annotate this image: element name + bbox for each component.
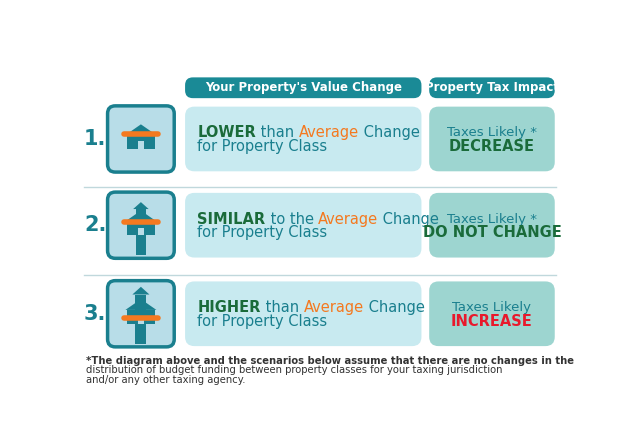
Text: Taxes Likely *: Taxes Likely *	[447, 126, 537, 139]
Text: Your Property's Value Change: Your Property's Value Change	[205, 81, 402, 94]
Text: Average: Average	[318, 212, 378, 226]
Polygon shape	[126, 124, 156, 135]
FancyBboxPatch shape	[185, 193, 421, 258]
Text: for Property Class: for Property Class	[198, 226, 328, 240]
Text: SIMILAR: SIMILAR	[198, 212, 266, 226]
FancyBboxPatch shape	[107, 192, 174, 259]
FancyBboxPatch shape	[138, 227, 144, 235]
FancyBboxPatch shape	[107, 281, 174, 347]
FancyBboxPatch shape	[127, 310, 155, 324]
Polygon shape	[126, 299, 156, 310]
FancyBboxPatch shape	[429, 281, 555, 346]
Text: DECREASE: DECREASE	[449, 139, 535, 154]
FancyBboxPatch shape	[185, 281, 421, 346]
FancyBboxPatch shape	[429, 78, 555, 98]
Text: Average: Average	[304, 300, 364, 315]
Text: Change: Change	[364, 300, 424, 315]
Text: Taxes Likely *: Taxes Likely *	[447, 213, 537, 226]
Text: than: than	[256, 125, 299, 140]
Text: Change: Change	[359, 125, 420, 140]
Text: Taxes Likely: Taxes Likely	[452, 301, 531, 314]
FancyBboxPatch shape	[136, 209, 146, 255]
Text: Property Tax Impact: Property Tax Impact	[425, 81, 559, 94]
FancyBboxPatch shape	[136, 294, 146, 344]
FancyBboxPatch shape	[107, 106, 174, 172]
Text: *The diagram above and the scenarios below assume that there are no changes in t: *The diagram above and the scenarios bel…	[86, 356, 574, 366]
Text: to the: to the	[266, 212, 318, 226]
Text: distribution of budget funding between property classes for your taxing jurisdic: distribution of budget funding between p…	[86, 365, 502, 375]
FancyBboxPatch shape	[429, 193, 555, 258]
Text: 1.: 1.	[84, 129, 106, 149]
FancyBboxPatch shape	[127, 135, 155, 149]
FancyBboxPatch shape	[127, 221, 155, 235]
FancyBboxPatch shape	[185, 107, 421, 171]
Text: and/or any other taxing agency.: and/or any other taxing agency.	[86, 375, 246, 385]
Text: Average: Average	[299, 125, 359, 140]
Text: LOWER: LOWER	[198, 125, 256, 140]
FancyBboxPatch shape	[185, 78, 421, 98]
Text: 3.: 3.	[84, 304, 106, 324]
Polygon shape	[126, 210, 156, 221]
FancyBboxPatch shape	[429, 107, 555, 171]
Text: than: than	[261, 300, 304, 315]
Polygon shape	[133, 202, 149, 209]
FancyBboxPatch shape	[138, 316, 144, 324]
Text: 2.: 2.	[84, 215, 106, 235]
Text: HIGHER: HIGHER	[198, 300, 261, 315]
Text: DO NOT CHANGE: DO NOT CHANGE	[422, 226, 561, 240]
FancyBboxPatch shape	[138, 141, 144, 149]
Text: INCREASE: INCREASE	[451, 314, 533, 329]
Polygon shape	[132, 287, 149, 294]
Text: Change: Change	[378, 212, 439, 226]
Text: for Property Class: for Property Class	[198, 139, 328, 154]
Text: for Property Class: for Property Class	[198, 314, 328, 329]
